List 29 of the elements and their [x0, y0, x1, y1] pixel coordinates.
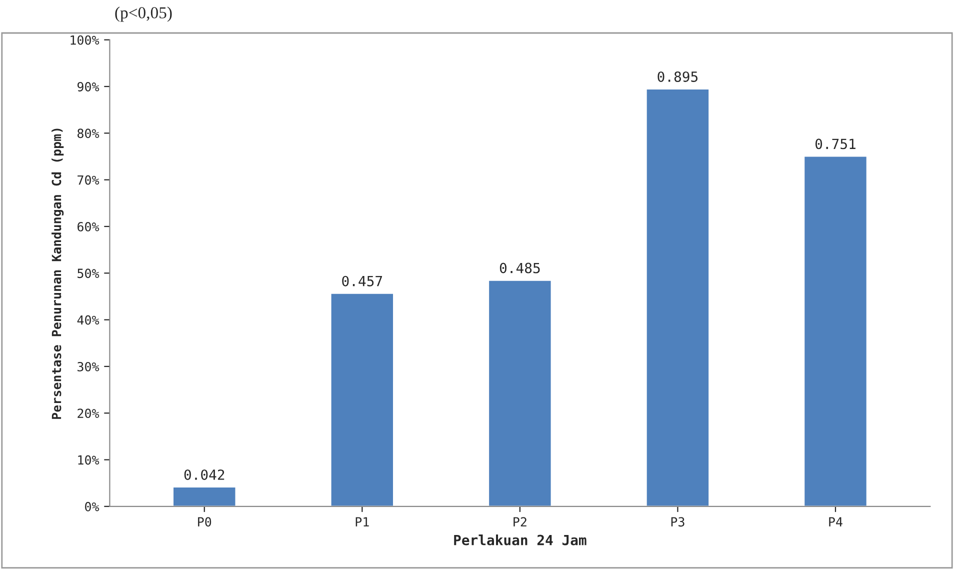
y-tick-label: 40% [77, 315, 100, 325]
y-tick-label: 10% [78, 455, 100, 465]
y-tick-label: 20% [78, 408, 100, 418]
x-tick-label: P1 [356, 517, 369, 526]
y-tick-label: 30% [78, 362, 100, 372]
bar [172, 486, 237, 506]
x-tick-label: P4 [829, 517, 842, 526]
data-label: 0.895 [658, 71, 698, 82]
y-tick-label: 100% [70, 35, 100, 45]
y-tick-label: 90% [77, 82, 100, 92]
data-label: 0.457 [342, 276, 382, 286]
x-tick-label: P3 [671, 517, 684, 527]
data-label: 0.042 [184, 469, 224, 480]
y-tick-label: 80% [78, 128, 100, 138]
x-axis-title: Perlakuan 24 Jam [454, 534, 586, 546]
x-tick-label: P2 [514, 517, 526, 526]
data-label: 0.485 [500, 262, 540, 274]
bar [803, 155, 868, 506]
text: (p<0,05) [115, 6, 172, 22]
x-tick-label: P0 [198, 517, 212, 527]
bar [488, 279, 552, 506]
data-label: 0.751 [815, 138, 856, 150]
y-tick-label: 60% [78, 222, 100, 232]
y-tick-label: 0% [85, 502, 100, 512]
bar [645, 88, 710, 506]
y-tick-label: 70% [78, 175, 100, 185]
bar [330, 292, 394, 506]
y-tick-label: 50% [78, 268, 100, 278]
y-axis-title: Persentase Penurunan Kandungan Cd (ppm) [52, 128, 64, 419]
